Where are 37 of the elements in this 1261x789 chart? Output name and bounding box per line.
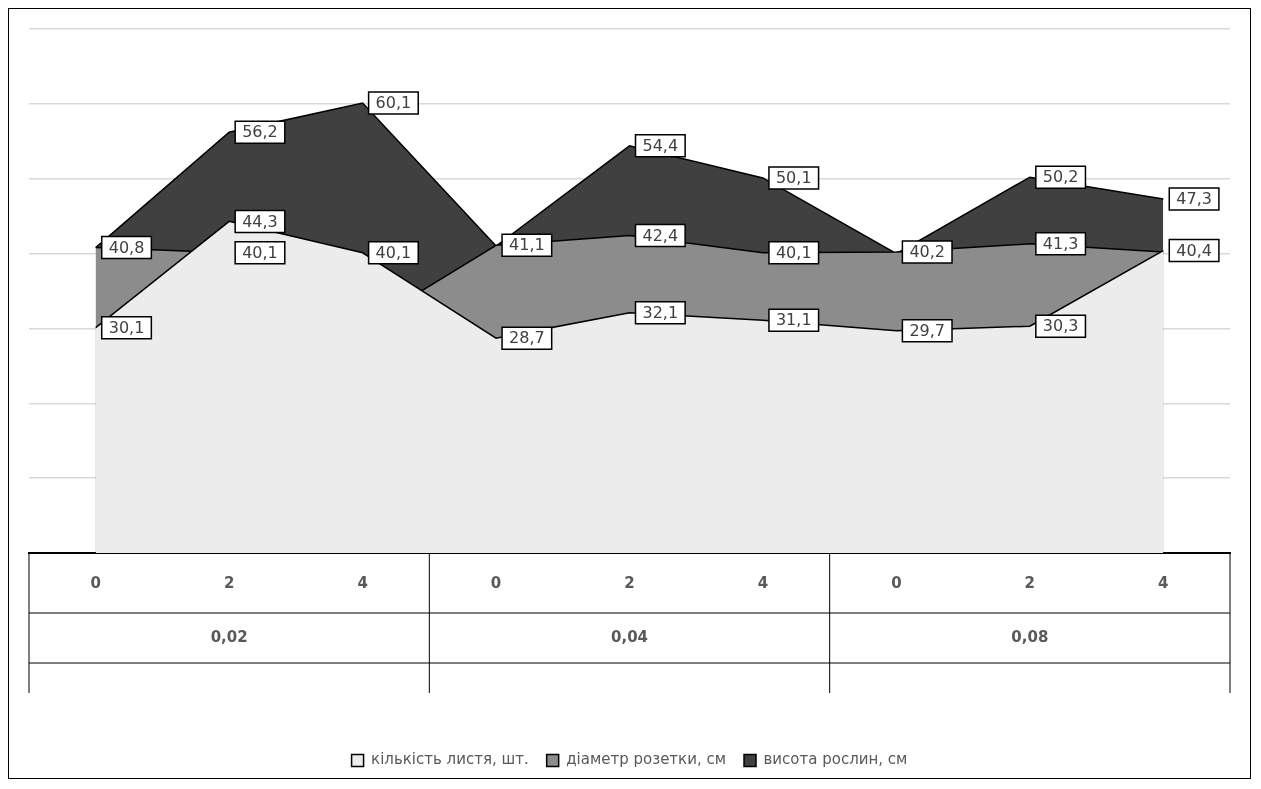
text: 0,04 bbox=[610, 627, 649, 646]
data-label: 54,4 bbox=[642, 135, 679, 155]
data-label: 28,7 bbox=[509, 328, 545, 348]
data-label: 60,1 bbox=[375, 93, 412, 113]
x-tick-label: 2 bbox=[624, 573, 635, 592]
x-tick-label: 0 bbox=[90, 573, 101, 592]
data-label: 40,1 bbox=[242, 242, 278, 262]
data-label: 31,1 bbox=[775, 310, 812, 330]
data-label: 44,3 bbox=[242, 211, 278, 231]
x-tick-label: 2 bbox=[1024, 573, 1036, 592]
x-tick-label: 2 bbox=[223, 573, 235, 592]
data-label: 56,2 bbox=[242, 122, 278, 142]
data-label: 41,1 bbox=[509, 235, 545, 255]
data-label: 40,4 bbox=[1176, 240, 1212, 260]
text: 0,02 bbox=[210, 627, 248, 646]
data-label: 40,8 bbox=[108, 237, 145, 257]
data-label: 40,2 bbox=[909, 242, 946, 262]
data-label: 30,1 bbox=[108, 317, 145, 337]
legend-label: кількість листя, шт. bbox=[371, 750, 529, 769]
x-tick-label: 0 bbox=[891, 573, 902, 592]
data-label: 30,3 bbox=[1042, 316, 1079, 336]
data-label: 40,1 bbox=[775, 242, 812, 262]
data-label: 41,3 bbox=[1042, 234, 1079, 253]
x-tick-label: 0 bbox=[490, 573, 502, 592]
x-tick-label: 4 bbox=[1158, 573, 1169, 592]
text: 0,08 bbox=[1011, 627, 1049, 646]
data-label: 40,1 bbox=[375, 242, 412, 262]
legend-label: висота рослин, см bbox=[763, 750, 908, 769]
data-label: 42,4 bbox=[642, 225, 679, 245]
x-tick-label: 4 bbox=[757, 573, 769, 592]
legend-label: діаметр розетки, см bbox=[566, 750, 727, 769]
data-label: 50,1 bbox=[775, 168, 812, 188]
x-tick-label: 4 bbox=[357, 573, 368, 592]
data-label: 29,7 bbox=[909, 320, 946, 340]
data-label: 50,2 bbox=[1042, 167, 1079, 187]
data-label: 47,3 bbox=[1176, 189, 1212, 209]
data-label: 32,1 bbox=[642, 302, 679, 322]
